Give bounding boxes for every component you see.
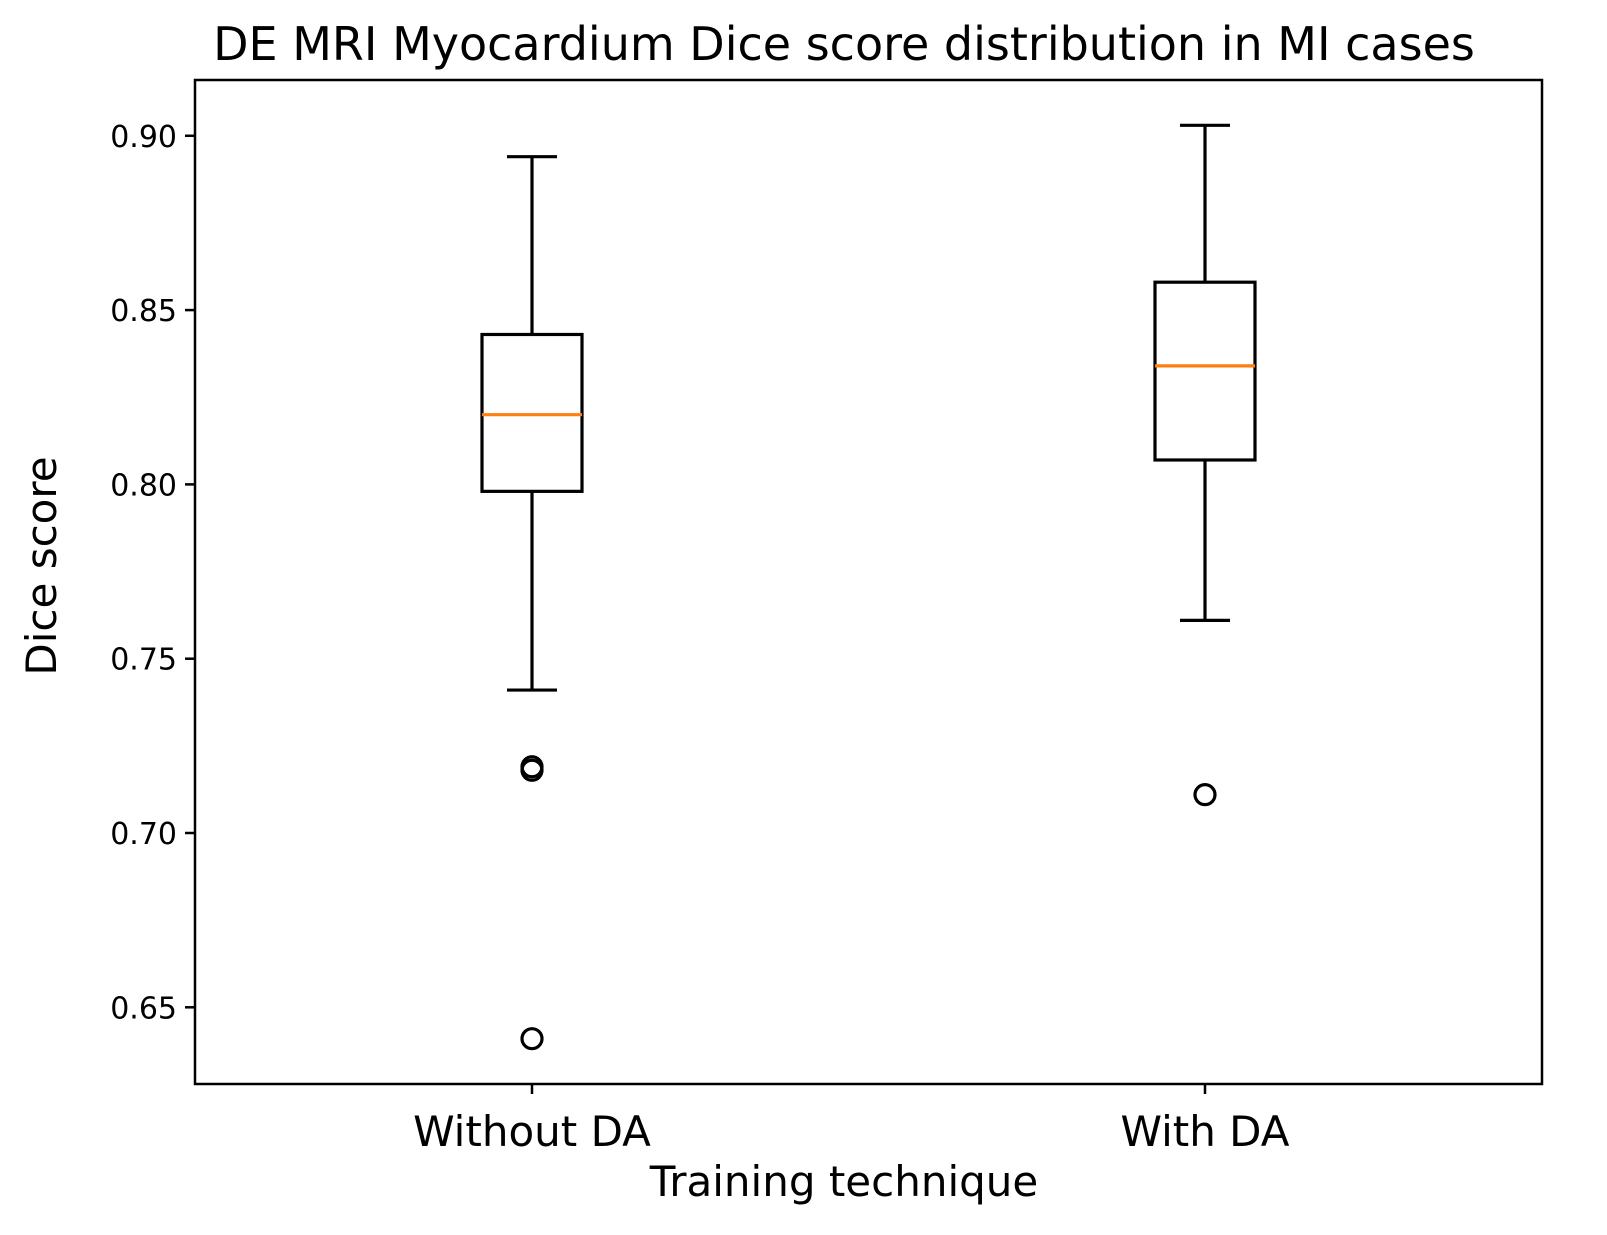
axes-frame: [193, 78, 1544, 1086]
y-axis-label: Dice score: [17, 456, 66, 675]
x-axis-label: Training technique: [649, 1157, 1039, 1206]
y-tick-label: 0.80: [110, 468, 177, 503]
y-tick-label: 0.85: [110, 294, 177, 329]
outlier-point: [1193, 783, 1217, 807]
outlier-point: [520, 755, 544, 779]
y-tick-label: 0.65: [110, 991, 177, 1026]
y-tick-label: 0.90: [110, 120, 177, 155]
box-iqr: [1153, 280, 1257, 462]
box-iqr: [480, 332, 584, 493]
outlier-point: [520, 1027, 544, 1051]
chart-title: DE MRI Myocardium Dice score distributio…: [213, 17, 1475, 71]
plot-area: 0.65 0.70 0.75 0.80 0.85 0.90 Without DA With D…: [110, 78, 1544, 1156]
y-tick-label: 0.75: [110, 643, 177, 678]
x-tick-label: Without DA: [413, 1107, 651, 1156]
x-tick-label: With DA: [1120, 1107, 1289, 1156]
y-tick-label: 0.70: [110, 817, 177, 852]
